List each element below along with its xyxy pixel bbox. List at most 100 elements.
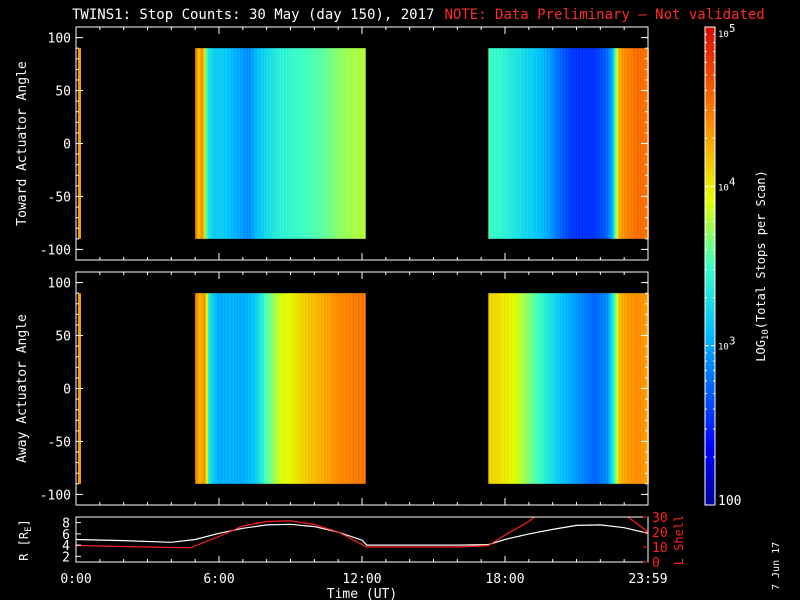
colorbar-segment: [705, 162, 715, 168]
colorbar-segment: [705, 405, 715, 410]
toward-pixel-column: [346, 48, 349, 239]
toward-pixel-column: [489, 48, 492, 239]
away-pixel-column: [358, 293, 361, 484]
away-pixel-column: [528, 293, 531, 484]
away-pixel-column: [238, 293, 240, 484]
away-pixel-column: [338, 293, 340, 484]
colorbar-segment: [705, 397, 715, 403]
toward-pixel-column: [292, 48, 295, 239]
toward-pixel-column: [622, 48, 625, 239]
colorbar-segment: [705, 198, 715, 203]
toward-pixel-column: [260, 48, 263, 239]
toward-pixel-column: [242, 48, 245, 239]
away-pixel-column: [310, 293, 313, 484]
away-pixel-column: [269, 293, 272, 484]
colorbar-segment: [705, 393, 715, 399]
away-pixel-column: [260, 293, 263, 484]
colorbar-segment: [705, 178, 715, 183]
away-pixel-column: [263, 293, 266, 484]
away-pixel-column: [349, 293, 352, 484]
colorbar-segment: [705, 226, 715, 231]
toward-pixel-column: [265, 48, 268, 239]
colorbar-segment: [705, 297, 715, 303]
away-pixel-column: [518, 293, 521, 484]
toward-pixel-column: [290, 48, 293, 239]
colorbar-segment: [705, 365, 715, 371]
away-pixel-column: [319, 293, 322, 484]
toward-pixel-column: [491, 48, 494, 239]
colorbar-segment: [705, 46, 715, 52]
away-pixel-column: [313, 293, 316, 484]
toward-pixel-column: [619, 48, 622, 239]
away-pixel-column: [288, 293, 290, 484]
toward-pixel-column: [263, 48, 266, 239]
toward-pixel-column: [256, 48, 259, 239]
colorbar-tick-base: 10: [718, 343, 729, 353]
away-pixel-column: [333, 293, 336, 484]
away-pixel-column: [569, 293, 572, 484]
toward-ytick-label: 100: [48, 32, 71, 47]
toward-pixel-column: [501, 48, 504, 239]
away-pixel-column: [219, 293, 222, 484]
toward-pixel-column: [548, 48, 551, 239]
toward-pixel-column: [524, 48, 526, 239]
toward-pixel-column: [562, 48, 565, 239]
toward-pixel-column: [308, 48, 310, 239]
toward-pixel-column: [343, 48, 346, 239]
away-pixel-column: [328, 293, 330, 484]
toward-pixel-column: [243, 48, 246, 239]
away-pixel-column: [235, 293, 238, 484]
away-pixel-column: [575, 293, 578, 484]
colorbar-segment: [705, 341, 715, 347]
toward-pixel-column: [568, 48, 571, 239]
colorbar-segment: [705, 401, 715, 407]
toward-pixel-column: [499, 48, 502, 239]
colorbar-segment: [705, 114, 715, 120]
colorbar-segment: [705, 54, 715, 60]
away-pixel-column: [509, 293, 512, 484]
colorbar-label-end: (Total Stops per Scan): [754, 170, 768, 329]
away-pixel-column: [318, 293, 320, 484]
toward-pixel-column: [272, 48, 275, 239]
away-pixel-column: [501, 293, 504, 484]
away-pixel-column: [285, 293, 288, 484]
toward-pixel-column: [225, 48, 228, 239]
toward-pixel-column: [289, 48, 292, 239]
toward-pixel-column: [522, 48, 525, 239]
away-pixel-column: [362, 293, 365, 484]
colorbar-segment: [705, 293, 715, 299]
toward-panel: 100 50 0 -50 -100 Toward Actuator Angle: [15, 26, 649, 261]
l-shell-ytick-label: 30: [652, 511, 668, 526]
away-pixel-column: [539, 293, 542, 484]
toward-pixel-column: [559, 48, 562, 239]
colorbar-segment: [705, 202, 715, 207]
away-pixel-column: [315, 293, 318, 484]
toward-pixel-column: [594, 48, 596, 239]
toward-pixel-column: [634, 48, 637, 239]
away-pixel-column: [511, 293, 514, 484]
toward-pixel-column: [502, 48, 505, 239]
toward-pixel-column: [492, 48, 495, 239]
away-pixel-column: [489, 293, 492, 484]
away-pixel-column: [246, 293, 249, 484]
colorbar-segment: [705, 214, 715, 219]
away-pixel-column: [215, 293, 218, 484]
away-pixel-column: [312, 293, 315, 484]
colorbar-segment: [705, 186, 715, 191]
away-pixel-column: [559, 293, 562, 484]
away-pixel-column: [298, 293, 300, 484]
toward-pixel-column: [511, 48, 514, 239]
away-pixel-column: [275, 293, 278, 484]
toward-pixel-column: [571, 48, 574, 239]
away-ytick-label: 50: [55, 330, 71, 345]
toward-pixel-column: [228, 48, 230, 239]
title-text: TWINS1: Stop Counts: 30 May (day 150), 2…: [72, 7, 435, 23]
away-pixel-column: [270, 293, 273, 484]
away-pixel-column: [589, 293, 592, 484]
colorbar-segment: [705, 254, 715, 259]
away-pixel-column: [505, 293, 508, 484]
away-pixel-column: [548, 293, 551, 484]
toward-pixel-column: [298, 48, 300, 239]
toward-pixel-column: [542, 48, 545, 239]
